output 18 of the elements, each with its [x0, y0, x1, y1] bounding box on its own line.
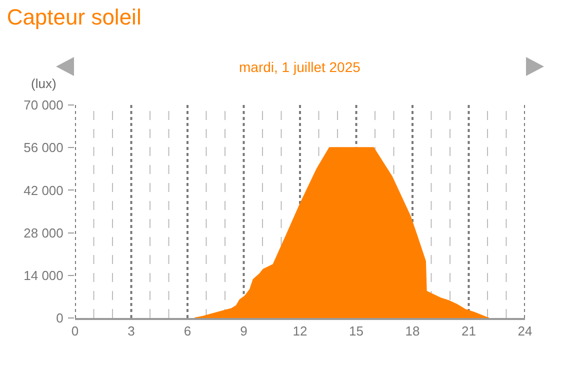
- y-tick-label: 0: [56, 310, 64, 326]
- y-tick-label: 70 000: [24, 98, 64, 113]
- y-tick-label: 28 000: [24, 225, 64, 240]
- x-tick-label: 18: [405, 324, 420, 339]
- y-tick-label: 42 000: [24, 182, 64, 198]
- chart-subtitle: mardi, 1 juillet 2025: [239, 59, 361, 75]
- y-tick-label: 56 000: [24, 140, 64, 156]
- x-tick-label: 12: [292, 324, 308, 339]
- x-tick-label: 24: [518, 324, 532, 339]
- x-tick-label: 6: [184, 324, 192, 339]
- y-axis-title: (lux): [31, 76, 56, 91]
- x-tick-label: 3: [128, 324, 135, 339]
- x-tick-label: 9: [240, 324, 248, 339]
- chart-title: Capteur soleil: [6, 4, 142, 30]
- x-tick-label: 0: [71, 324, 79, 339]
- x-tick-label: 21: [462, 324, 476, 339]
- x-tick-label: 15: [349, 324, 364, 339]
- y-tick-label: 14 000: [24, 268, 64, 283]
